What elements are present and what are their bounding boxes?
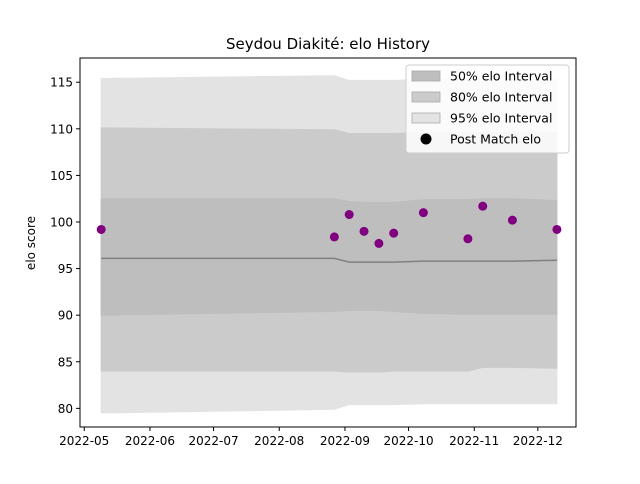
- legend-swatch-50-elo-interval: [411, 70, 441, 82]
- data-point: [418, 208, 428, 218]
- y-tick-label: 100: [50, 216, 73, 230]
- y-tick-label: 85: [58, 355, 73, 369]
- data-point: [552, 224, 562, 234]
- x-tick-label: 2022-11: [449, 434, 499, 448]
- legend-swatch-95-elo-interval: [411, 112, 441, 124]
- x-tick-label: 2022-08: [254, 434, 304, 448]
- data-point: [463, 234, 473, 244]
- legend-marker-post-match-elo: [420, 133, 432, 145]
- data-point: [329, 232, 339, 242]
- y-tick-label: 95: [58, 262, 73, 276]
- legend-label-95-elo-interval: 95% elo Interval: [450, 111, 552, 126]
- data-point: [344, 210, 354, 220]
- x-tick-label: 2022-10: [383, 434, 433, 448]
- data-point: [389, 228, 399, 238]
- x-tick-label: 2022-06: [125, 434, 175, 448]
- x-tick-label: 2022-05: [59, 434, 109, 448]
- median-line: [101, 257, 557, 263]
- legend: 50% elo Interval 80% elo Interval 95% elo …: [405, 64, 570, 154]
- legend-box: [405, 64, 570, 154]
- axes: 80 85 90 95 100 105 110 115 2022-05 2022-06 2022-0…: [50, 57, 577, 448]
- chart-title: Seydou Diakité: elo History: [226, 35, 430, 53]
- legend-label-post-match-elo: Post Match elo: [450, 132, 541, 147]
- legend-label-50-elo-interval: 50% elo Interval: [450, 69, 552, 84]
- x-tick-label: 2022-07: [188, 434, 238, 448]
- data-point: [478, 201, 488, 211]
- y-tick-label: 80: [58, 402, 73, 416]
- y-tick-label: 105: [50, 169, 73, 183]
- x-tick-label: 2022-12: [513, 434, 563, 448]
- y-tick-label: 115: [50, 76, 73, 90]
- band-50-elo-interval: [100, 198, 558, 316]
- data-point: [374, 238, 384, 248]
- plot-frame: [79, 57, 577, 428]
- legend-swatch-80-elo-interval: [411, 91, 441, 103]
- x-tick-label: 2022-09: [320, 434, 370, 448]
- data-point: [96, 224, 106, 234]
- data-point: [359, 226, 369, 236]
- y-tick-label: 110: [50, 122, 73, 136]
- y-axis-label: elo score: [24, 216, 38, 270]
- plot-area: [96, 75, 562, 414]
- data-point: [507, 215, 517, 225]
- y-tick-label: 90: [58, 309, 73, 323]
- legend-label-80-elo-interval: 80% elo Interval: [450, 90, 552, 105]
